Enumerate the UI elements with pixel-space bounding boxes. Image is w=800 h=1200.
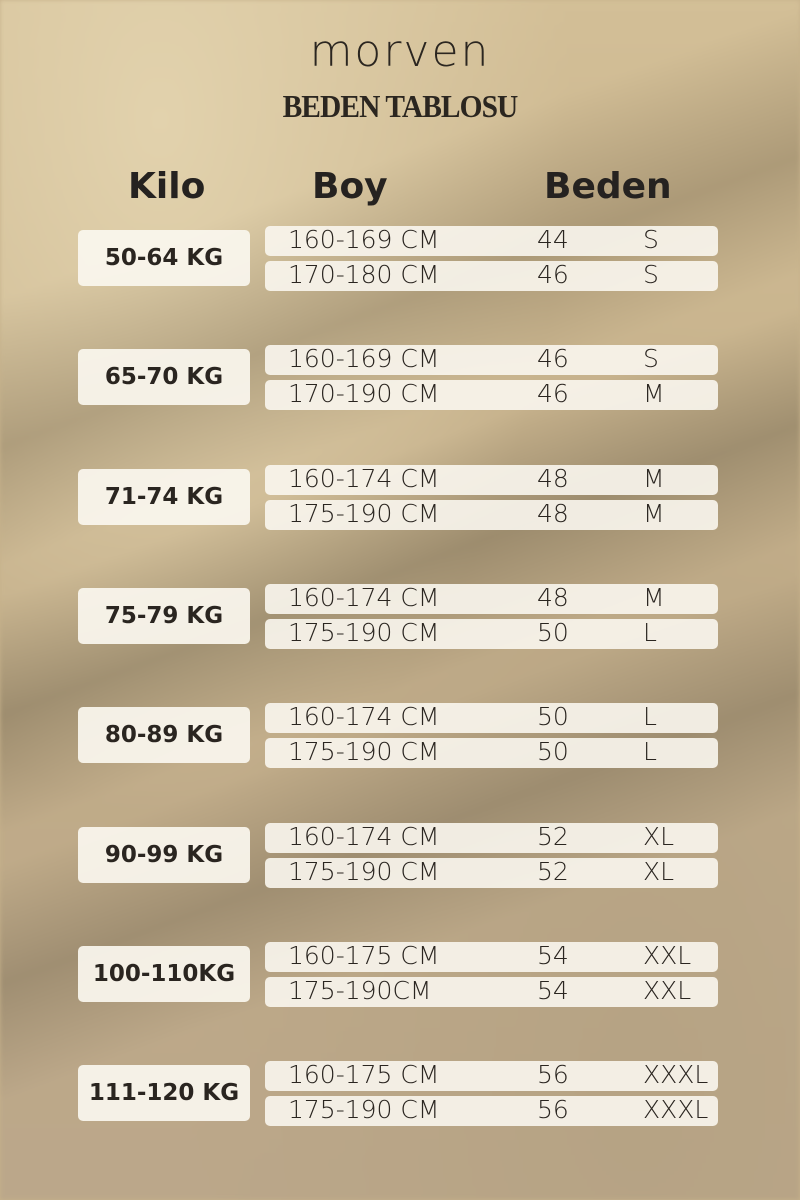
- beden-number-cell: 50: [537, 617, 569, 647]
- beden-number-cell: 52: [537, 821, 569, 851]
- boy-cell: 175-190CM: [288, 975, 432, 1005]
- table-row: 160-169 CM 44 S: [265, 225, 718, 256]
- boy-cell: 170-190 CM: [288, 379, 440, 409]
- kilo-range: 71-74 KG: [78, 468, 250, 525]
- beden-number-cell: 48: [537, 498, 569, 528]
- boy-cell: 160-174 CM: [288, 463, 440, 493]
- kilo-range: 65-70 KG: [78, 349, 250, 406]
- beden-size-cell: L: [643, 737, 657, 767]
- beden-number-cell: 50: [537, 702, 569, 732]
- beden-number-cell: 56: [537, 1095, 569, 1125]
- beden-size-cell: M: [643, 463, 665, 493]
- boy-cell: 160-174 CM: [288, 582, 440, 612]
- size-group: 90-99 KG 160-174 CM 52 XL 175-190 CM 52 …: [0, 821, 800, 893]
- beden-size-cell: L: [643, 617, 657, 647]
- beden-size-cell: M: [643, 582, 665, 612]
- beden-size-cell: XXL: [643, 940, 692, 970]
- beden-number-cell: 54: [537, 975, 569, 1005]
- kilo-range: 75-79 KG: [78, 587, 250, 644]
- boy-cell: 175-190 CM: [288, 856, 440, 886]
- table-row: 175-190 CM 56 XXXL: [265, 1095, 718, 1127]
- boy-cell: 160-174 CM: [288, 821, 440, 851]
- beden-number-cell: 54: [537, 940, 569, 970]
- table-row: 160-174 CM 48 M: [265, 582, 718, 614]
- boy-cell: 160-175 CM: [288, 940, 440, 970]
- boy-cell: 160-169 CM: [288, 344, 440, 374]
- table-row: 160-174 CM 48 M: [265, 463, 718, 495]
- size-group: 75-79 KG 160-174 CM 48 M 175-190 CM 50 L: [0, 582, 800, 654]
- table-row: 160-175 CM 56 XXXL: [265, 1060, 718, 1092]
- kilo-range: 90-99 KG: [78, 826, 250, 883]
- beden-size-cell: XXXL: [643, 1095, 709, 1125]
- beden-number-cell: 56: [537, 1060, 569, 1090]
- boy-cell: 175-190 CM: [288, 1095, 440, 1125]
- boy-cell: 175-190 CM: [288, 737, 440, 767]
- boy-cell: 160-174 CM: [288, 702, 440, 732]
- beden-size-cell: M: [643, 379, 665, 409]
- beden-number-cell: 50: [537, 737, 569, 767]
- kilo-range: 111-120 KG: [78, 1065, 250, 1122]
- table-row: 160-174 CM 50 L: [265, 702, 718, 734]
- size-group: 50-64 KG 160-169 CM 44 S 170-180 CM 46 S: [0, 225, 800, 296]
- table-row: 160-175 CM 54 XXL: [265, 940, 718, 972]
- beden-size-cell: S: [643, 344, 659, 374]
- beden-size-cell: XL: [643, 856, 675, 886]
- table-row: 170-190 CM 46 M: [265, 379, 718, 411]
- header-boy: Boy: [312, 166, 388, 207]
- page-title: BEDEN TABLOSU: [282, 88, 519, 124]
- size-group: 111-120 KG 160-175 CM 56 XXXL 175-190 CM…: [0, 1060, 800, 1131]
- table-row: 175-190CM 54 XXL: [265, 975, 718, 1007]
- boy-cell: 160-169 CM: [288, 225, 440, 254]
- table-row: 160-169 CM 46 S: [265, 344, 718, 376]
- size-group: 71-74 KG 160-174 CM 48 M 175-190 CM 48 M: [0, 463, 800, 535]
- kilo-range: 80-89 KG: [78, 707, 250, 764]
- size-group: 100-110KG 160-175 CM 54 XXL 175-190CM 54…: [0, 940, 800, 1012]
- beden-number-cell: 46: [537, 379, 569, 409]
- header-beden: Beden: [544, 166, 672, 207]
- size-group: 80-89 KG 160-174 CM 50 L 175-190 CM 50 L: [0, 702, 800, 773]
- beden-number-cell: 46: [537, 260, 569, 289]
- table-row: 175-190 CM 50 L: [265, 617, 718, 649]
- beden-size-cell: S: [643, 225, 659, 254]
- table-row: 175-190 CM 48 M: [265, 498, 718, 530]
- kilo-range: 50-64 KG: [78, 230, 250, 286]
- table-row: 175-190 CM 52 XL: [265, 856, 718, 888]
- kilo-range: 100-110KG: [78, 945, 250, 1002]
- beden-size-cell: XXL: [643, 975, 692, 1005]
- beden-size-cell: XXXL: [643, 1060, 709, 1090]
- header-kilo: Kilo: [128, 166, 206, 207]
- table-row: 175-190 CM 50 L: [265, 737, 718, 769]
- table-row: 160-174 CM 52 XL: [265, 821, 718, 853]
- table-row: 170-180 CM 46 S: [265, 260, 718, 291]
- beden-size-cell: XL: [643, 821, 675, 851]
- beden-number-cell: 44: [537, 225, 569, 254]
- beden-number-cell: 48: [537, 582, 569, 612]
- beden-number-cell: 52: [537, 856, 569, 886]
- beden-number-cell: 48: [537, 463, 569, 493]
- brand-logo: morven: [309, 26, 491, 77]
- size-group: 65-70 KG 160-169 CM 46 S 170-190 CM 46 M: [0, 344, 800, 415]
- beden-size-cell: L: [643, 702, 657, 732]
- boy-cell: 170-180 CM: [288, 260, 440, 289]
- boy-cell: 175-190 CM: [288, 617, 440, 647]
- boy-cell: 175-190 CM: [288, 498, 440, 528]
- beden-number-cell: 46: [537, 344, 569, 374]
- boy-cell: 160-175 CM: [288, 1060, 440, 1090]
- beden-size-cell: M: [643, 498, 665, 528]
- beden-size-cell: S: [643, 260, 659, 289]
